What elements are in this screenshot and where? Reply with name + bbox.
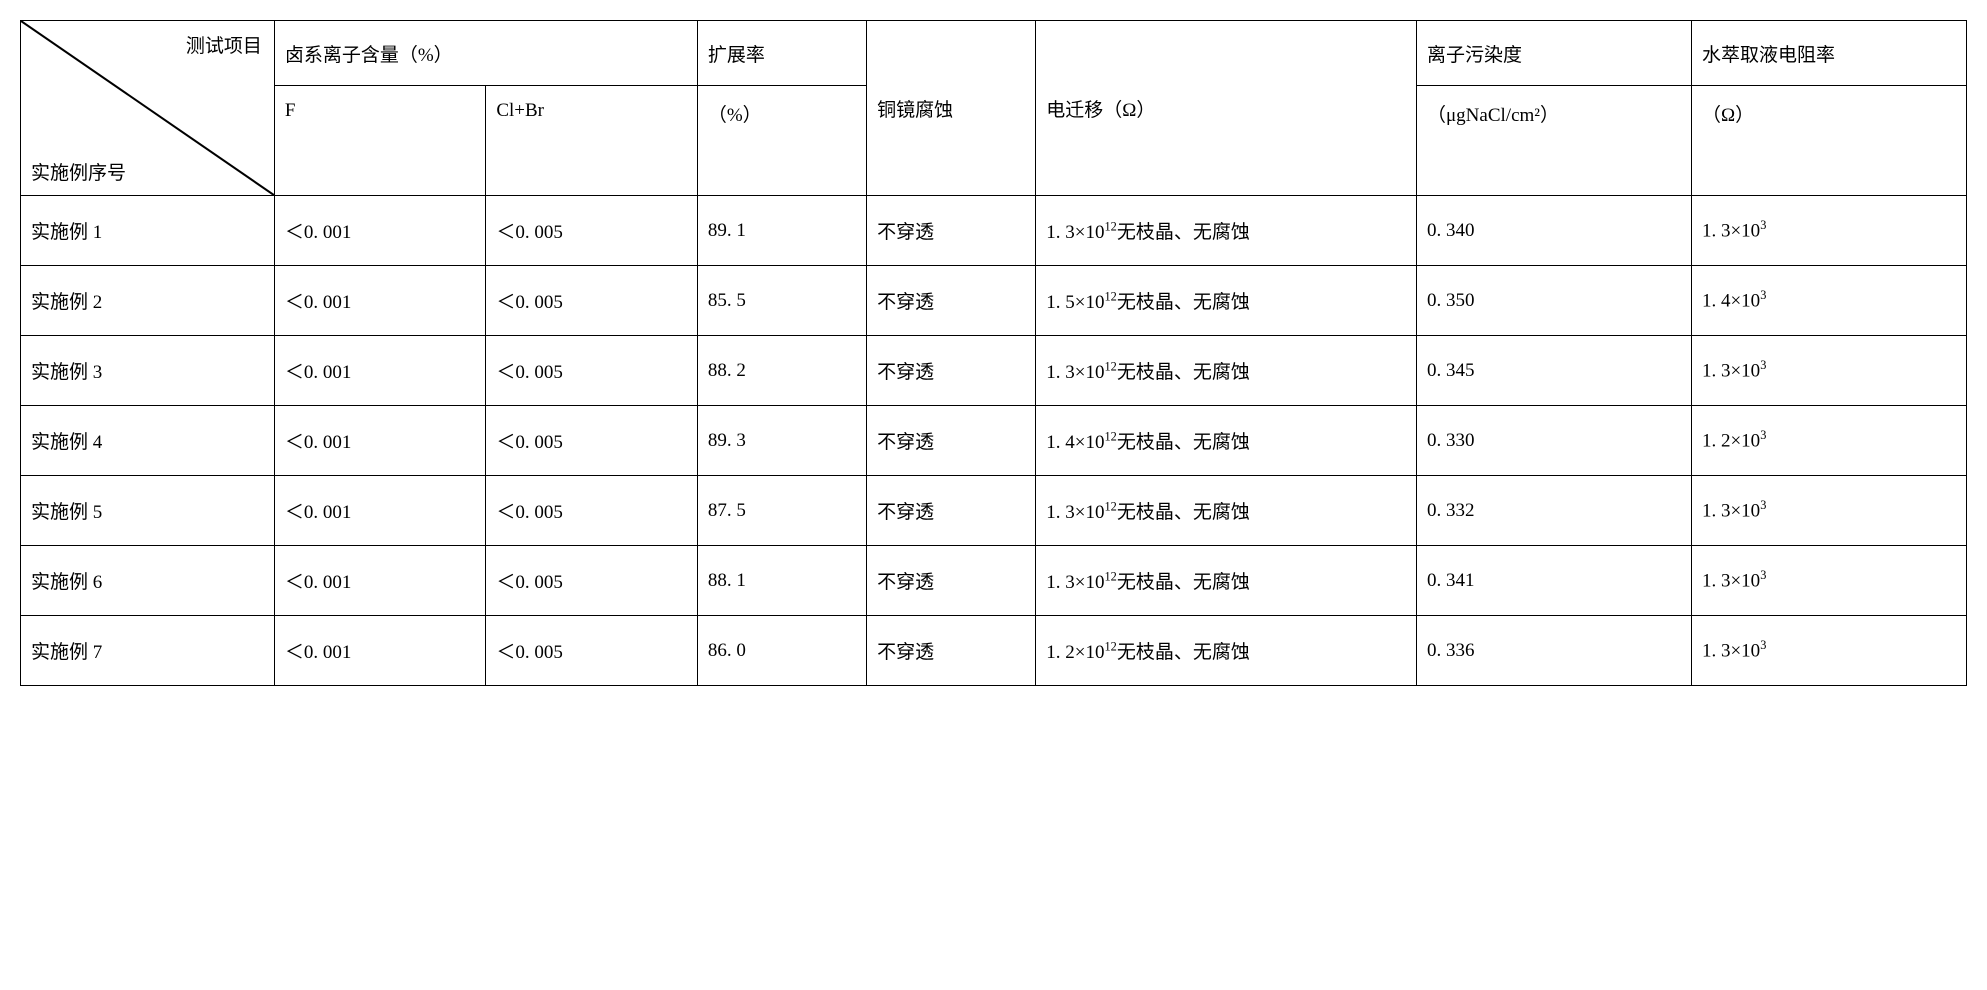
row-label: 实施例 3 <box>21 336 275 406</box>
header-row-1: 测试项目 实施例序号 卤系离子含量（%） 扩展率 铜镜腐蚀 电迁移（Ω） 离子污… <box>21 21 1967 86</box>
table-row: 实施例 2＜0. 001＜0. 00585. 5不穿透1. 5×1012无枝晶、… <box>21 266 1967 336</box>
cell-res: 1. 3×103 <box>1691 476 1966 546</box>
cell-corr: 不穿透 <box>867 616 1036 686</box>
cell-clbr: ＜0. 005 <box>486 476 698 546</box>
cell-em: 1. 5×1012无枝晶、无腐蚀 <box>1036 266 1417 336</box>
cell-ion: 0. 336 <box>1417 616 1692 686</box>
cell-res: 1. 3×103 <box>1691 196 1966 266</box>
cell-res: 1. 3×103 <box>1691 336 1966 406</box>
cell-em: 1. 3×1012无枝晶、无腐蚀 <box>1036 546 1417 616</box>
row-label: 实施例 5 <box>21 476 275 546</box>
row-label: 实施例 7 <box>21 616 275 686</box>
cell-clbr: ＜0. 005 <box>486 196 698 266</box>
ext-sub-header: （%） <box>697 86 866 196</box>
cell-f: ＜0. 001 <box>274 546 486 616</box>
ext-header: 扩展率 <box>697 21 866 86</box>
diag-top-label: 测试项目 <box>186 31 262 58</box>
cell-ion: 0. 341 <box>1417 546 1692 616</box>
cell-ext: 89. 1 <box>697 196 866 266</box>
cell-res: 1. 3×103 <box>1691 616 1966 686</box>
em-header: 电迁移（Ω） <box>1036 21 1417 196</box>
cell-corr: 不穿透 <box>867 336 1036 406</box>
sub-clbr-header: Cl+Br <box>486 86 698 196</box>
cell-ext: 87. 5 <box>697 476 866 546</box>
cell-ext: 86. 0 <box>697 616 866 686</box>
cell-corr: 不穿透 <box>867 196 1036 266</box>
cell-f: ＜0. 001 <box>274 616 486 686</box>
cell-corr: 不穿透 <box>867 546 1036 616</box>
row-label: 实施例 6 <box>21 546 275 616</box>
table-row: 实施例 4＜0. 001＜0. 00589. 3不穿透1. 4×1012无枝晶、… <box>21 406 1967 476</box>
cell-f: ＜0. 001 <box>274 476 486 546</box>
diag-bottom-label: 实施例序号 <box>31 158 126 185</box>
table-row: 实施例 3＜0. 001＜0. 00588. 2不穿透1. 3×1012无枝晶、… <box>21 336 1967 406</box>
data-table: 测试项目 实施例序号 卤系离子含量（%） 扩展率 铜镜腐蚀 电迁移（Ω） 离子污… <box>20 20 1967 686</box>
cell-corr: 不穿透 <box>867 266 1036 336</box>
cell-ion: 0. 340 <box>1417 196 1692 266</box>
cell-f: ＜0. 001 <box>274 336 486 406</box>
ion-header: 离子污染度 <box>1417 21 1692 86</box>
cell-ext: 88. 2 <box>697 336 866 406</box>
row-label: 实施例 4 <box>21 406 275 476</box>
sub-f-header: F <box>274 86 486 196</box>
cell-clbr: ＜0. 005 <box>486 406 698 476</box>
cell-em: 1. 3×1012无枝晶、无腐蚀 <box>1036 476 1417 546</box>
cell-ext: 89. 3 <box>697 406 866 476</box>
cell-f: ＜0. 001 <box>274 196 486 266</box>
cell-em: 1. 2×1012无枝晶、无腐蚀 <box>1036 616 1417 686</box>
table-row: 实施例 7＜0. 001＜0. 00586. 0不穿透1. 2×1012无枝晶、… <box>21 616 1967 686</box>
diagonal-header-cell: 测试项目 实施例序号 <box>21 21 275 196</box>
ion-sub-header: （μgNaCl/cm²） <box>1417 86 1692 196</box>
cell-res: 1. 3×103 <box>1691 546 1966 616</box>
cell-res: 1. 2×103 <box>1691 406 1966 476</box>
cell-ion: 0. 330 <box>1417 406 1692 476</box>
cell-f: ＜0. 001 <box>274 266 486 336</box>
cell-ext: 85. 5 <box>697 266 866 336</box>
cell-clbr: ＜0. 005 <box>486 546 698 616</box>
cell-ion: 0. 332 <box>1417 476 1692 546</box>
cell-clbr: ＜0. 005 <box>486 336 698 406</box>
cell-corr: 不穿透 <box>867 406 1036 476</box>
row-label: 实施例 1 <box>21 196 275 266</box>
halogen-header: 卤系离子含量（%） <box>274 21 697 86</box>
cell-em: 1. 3×1012无枝晶、无腐蚀 <box>1036 196 1417 266</box>
table-row: 实施例 1＜0. 001＜0. 00589. 1不穿透1. 3×1012无枝晶、… <box>21 196 1967 266</box>
cell-em: 1. 3×1012无枝晶、无腐蚀 <box>1036 336 1417 406</box>
cell-ion: 0. 345 <box>1417 336 1692 406</box>
cell-clbr: ＜0. 005 <box>486 266 698 336</box>
cell-f: ＜0. 001 <box>274 406 486 476</box>
cell-ion: 0. 350 <box>1417 266 1692 336</box>
table-row: 实施例 6＜0. 001＜0. 00588. 1不穿透1. 3×1012无枝晶、… <box>21 546 1967 616</box>
cell-clbr: ＜0. 005 <box>486 616 698 686</box>
row-label: 实施例 2 <box>21 266 275 336</box>
res-header: 水萃取液电阻率 <box>1691 21 1966 86</box>
cell-ext: 88. 1 <box>697 546 866 616</box>
cell-corr: 不穿透 <box>867 476 1036 546</box>
res-sub-header: （Ω） <box>1691 86 1966 196</box>
cell-em: 1. 4×1012无枝晶、无腐蚀 <box>1036 406 1417 476</box>
cell-res: 1. 4×103 <box>1691 266 1966 336</box>
corr-header: 铜镜腐蚀 <box>867 21 1036 196</box>
table-row: 实施例 5＜0. 001＜0. 00587. 5不穿透1. 3×1012无枝晶、… <box>21 476 1967 546</box>
